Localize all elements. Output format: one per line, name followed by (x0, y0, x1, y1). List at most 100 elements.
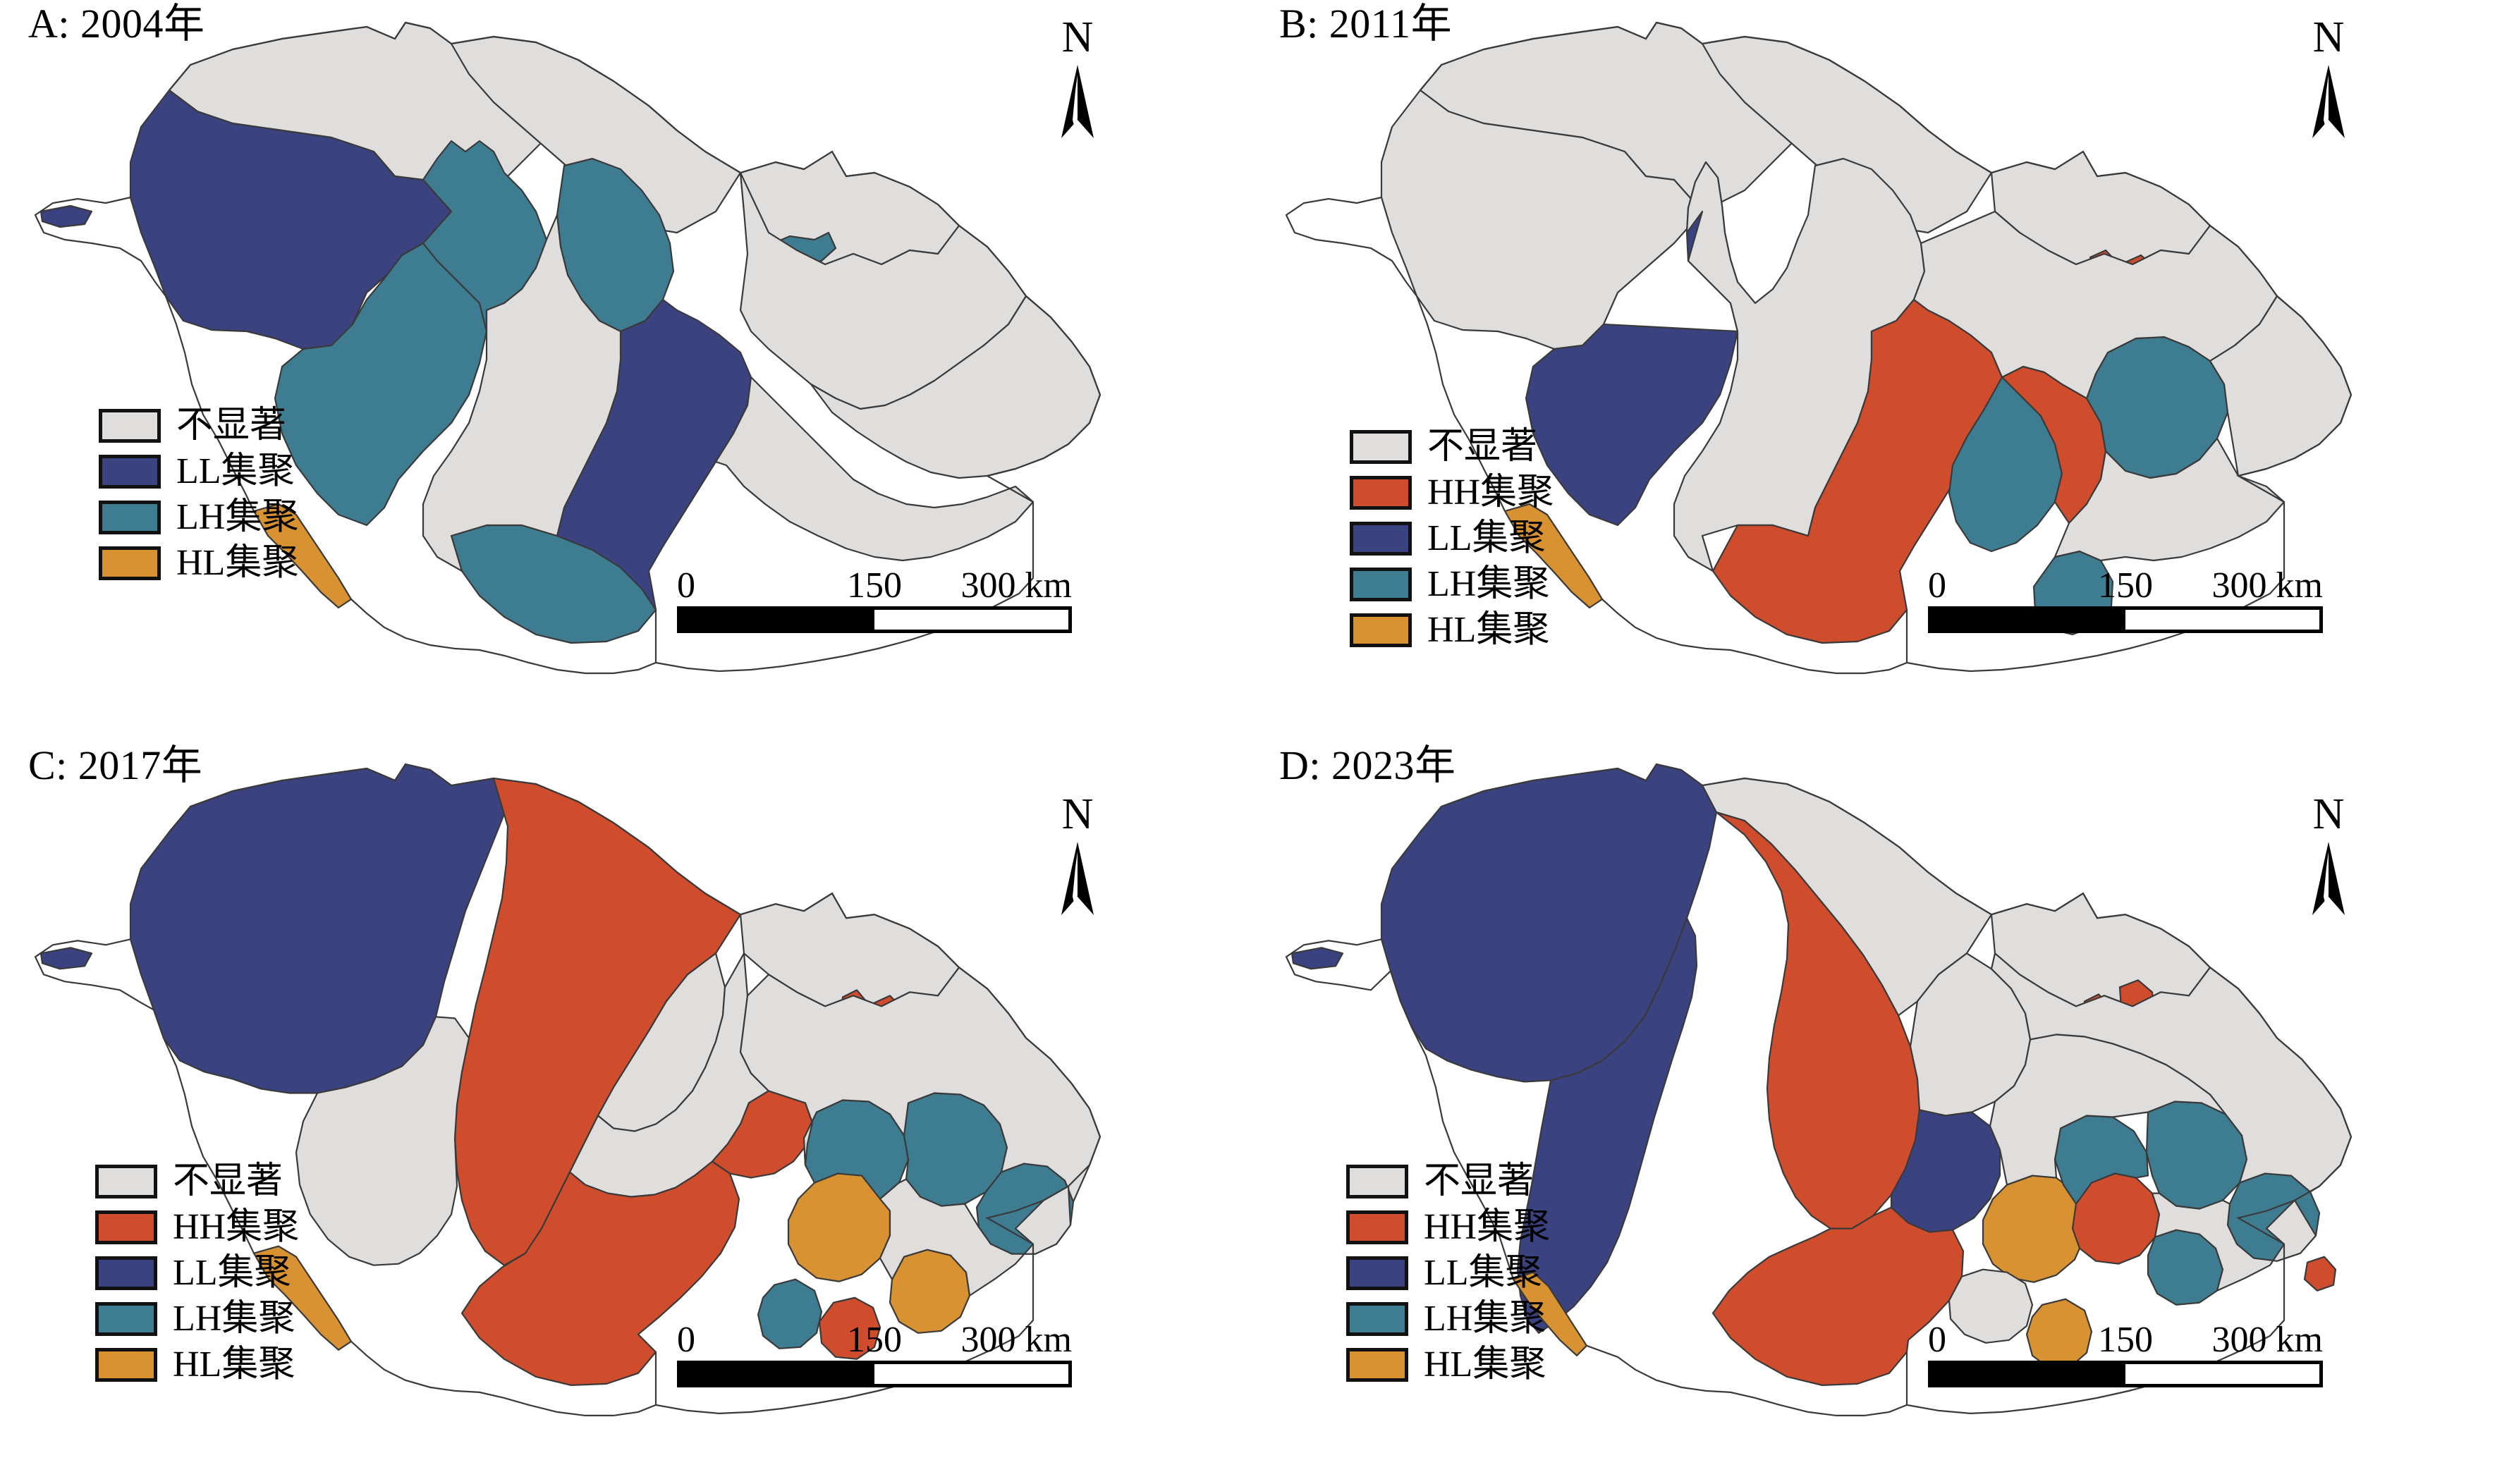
legend-label: HL集聚 (173, 1344, 295, 1385)
legend-label: LL集聚 (1424, 1253, 1542, 1293)
region-d-ll-islet (1290, 947, 1344, 970)
region-d-ll-sw (1516, 917, 1698, 1334)
scalebar-tick-0: 0 (677, 565, 695, 606)
coastline-b-south (1601, 599, 1908, 675)
north-arrow-d: N (2286, 792, 2371, 918)
legend-item: 不显著 (99, 407, 298, 444)
north-letter: N (2312, 790, 2345, 838)
legend-label: 不显著 (1424, 1161, 1534, 1201)
region-a-ll-islet (39, 204, 93, 228)
legend-swatch-hl (99, 546, 161, 580)
map-a (34, 21, 1102, 675)
north-arrow-c: N (1035, 792, 1120, 918)
legend-label: 不显著 (173, 1161, 283, 1201)
panel-a: A: 2004年 (0, 0, 1251, 742)
coastline-a-south (350, 599, 657, 675)
scalebar-graphic (677, 606, 1072, 633)
region-d-grey-se (2151, 1192, 2317, 1292)
coastline-c-southeast (655, 1244, 1035, 1415)
legend-label: LH集聚 (176, 497, 299, 537)
map-b (1285, 21, 2353, 675)
scalebar-tick-mid: 150 (2098, 565, 2153, 606)
legend-swatch-lh (95, 1302, 157, 1336)
legend-label: HH集聚 (1427, 472, 1554, 513)
coastline-a-east (985, 394, 1102, 503)
legend-item: HL集聚 (1346, 1347, 1550, 1383)
north-arrow-icon (1061, 842, 1094, 915)
scalebar-segment-filled (1932, 1364, 2125, 1384)
panel-d: D: 2023年 (1251, 742, 2502, 1484)
scalebar-segment-empty (874, 610, 1068, 630)
legend-item: LL集聚 (95, 1255, 299, 1292)
coastline-a-southwest (164, 295, 255, 512)
scalebar-tick-mid: 150 (2098, 1320, 2153, 1360)
panel-d-title: D: 2023年 (1279, 742, 1456, 788)
scalebar-graphic (1928, 1361, 2323, 1387)
scalebar-c: 0 150 300 km (677, 1318, 1072, 1387)
region-d-hh-e-tiny3 (2303, 1256, 2337, 1292)
region-c-hh-south (460, 1160, 740, 1386)
scalebar-graphic (1928, 606, 2323, 633)
coastline-b-north (1420, 21, 2353, 395)
legend-label: HH集聚 (173, 1207, 300, 1247)
region-d-hh-south (1711, 1206, 1965, 1386)
legend-item: HL集聚 (95, 1347, 299, 1383)
coastline-d-west (1285, 938, 1413, 1028)
coastline-b-southeast (1906, 502, 2286, 673)
region-b-e-grey-3 (2054, 437, 2286, 562)
coastline-a-west (34, 196, 166, 297)
region-a-e-grey-2 (714, 376, 1035, 562)
region-d-ll-mideast (1890, 1109, 2001, 1233)
scalebar-ticks: 0 150 300 km (1928, 1318, 2323, 1361)
legend-item: HH集聚 (1346, 1209, 1550, 1246)
legend-item: 不显著 (1346, 1163, 1550, 1200)
legend-label: HL集聚 (176, 543, 299, 583)
region-c-ll-islet (39, 947, 93, 970)
north-arrow-icon (2312, 65, 2345, 138)
legend-swatch-ll (99, 455, 161, 489)
scalebar-segment-empty (2125, 610, 2319, 630)
coastline-b-southwest (1415, 295, 1506, 512)
scalebar-segment-empty (874, 1364, 1068, 1384)
coastline-a-north (169, 21, 1102, 395)
coastline-d-east (2236, 1136, 2353, 1245)
legend-label: 不显著 (1427, 427, 1538, 467)
panel-a-title: A: 2004年 (28, 1, 205, 47)
coastline-b-west (1285, 196, 1417, 297)
legend-item: LL集聚 (1350, 520, 1554, 557)
legend-item: LL集聚 (1346, 1255, 1550, 1292)
region-c-hh-se-small (818, 1296, 881, 1360)
north-arrow-icon (1061, 65, 1094, 138)
legend-label: HL集聚 (1427, 610, 1550, 650)
legend-swatch-ll (95, 1256, 157, 1290)
scalebar-ticks: 0 150 300 km (1928, 564, 2323, 606)
legend-label: LL集聚 (1427, 518, 1546, 558)
scalebar-segment-filled (681, 1364, 874, 1384)
coastline-d-southeast (1906, 1244, 2286, 1415)
legend-c: 不显著 HH集聚 LL集聚 LH集聚 HL集聚 (95, 1163, 299, 1383)
legend-item: HL集聚 (1350, 612, 1554, 649)
north-arrow-b: N (2286, 16, 2371, 141)
coastline-d-north (1420, 763, 2353, 1137)
coastline-c-west (34, 938, 165, 1038)
coastline-c-north (169, 763, 1102, 1137)
coastline-c-southwest (162, 1037, 255, 1254)
legend-item: LL集聚 (99, 453, 298, 490)
legend-label: LH集聚 (173, 1299, 295, 1339)
north-letter: N (1061, 13, 1094, 61)
panel-c: C: 2017年 (0, 742, 1251, 1484)
coastline-c-south (350, 1340, 657, 1417)
scalebar-tick-end: 300 km (2211, 1320, 2323, 1360)
scalebar-segment-filled (1932, 610, 2125, 630)
legend-swatch-hh (1350, 476, 1412, 510)
legend-label: LH集聚 (1427, 564, 1550, 604)
region-d-grey-s-small (1948, 1268, 2034, 1344)
legend-swatch-hl (95, 1348, 157, 1382)
scalebar-d: 0 150 300 km (1928, 1318, 2323, 1387)
region-c-lh-s1 (757, 1278, 823, 1349)
legend-swatch-hl (1346, 1348, 1408, 1382)
legend-swatch-lh (99, 501, 161, 534)
legend-label: HL集聚 (1424, 1344, 1546, 1385)
scalebar-a: 0 150 300 km (677, 564, 1072, 633)
